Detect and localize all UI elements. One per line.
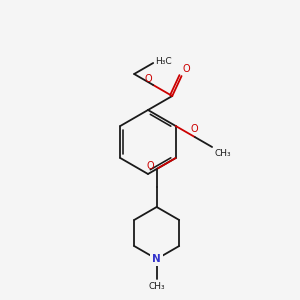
- Text: O: O: [191, 124, 199, 134]
- Text: N: N: [152, 254, 161, 264]
- Text: O: O: [182, 64, 190, 74]
- Text: CH₃: CH₃: [148, 282, 165, 291]
- Text: CH₃: CH₃: [214, 149, 231, 158]
- Text: H₃C: H₃C: [155, 58, 172, 67]
- Text: O: O: [145, 74, 152, 84]
- Text: O: O: [146, 161, 154, 171]
